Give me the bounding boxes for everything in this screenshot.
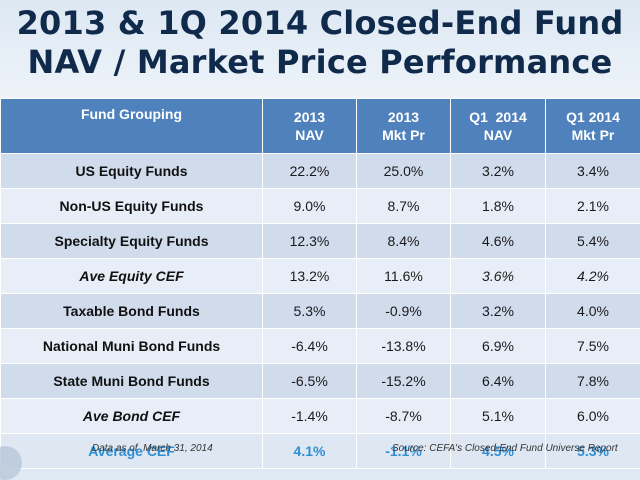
cell-2013-mkt-pr: 25.0% [357,154,451,189]
table-header-row: Fund Grouping 2013 NAV 2013 Mkt Pr Q1 20… [1,99,640,154]
cell-2013-nav: 5.3% [263,294,357,329]
cell-q1-2014-nav: 3.2% [451,154,546,189]
header-2013-mkt-pr: 2013 Mkt Pr [357,99,451,154]
header-q1-2014-mkt-pr: Q1 2014 Mkt Pr [546,99,640,154]
cell-q1-2014-nav: 3.6% [451,259,546,294]
header-q1-2014-nav: Q1 2014 NAV [451,99,546,154]
cell-q1-2014-mkt-pr: 2.1% [546,189,640,224]
row-label: Ave Bond CEF [1,399,263,434]
cell-q1-2014-nav: 4.6% [451,224,546,259]
cell-q1-2014-mkt-pr: 7.5% [546,329,640,364]
cell-q1-2014-nav: 1.8% [451,189,546,224]
cell-2013-mkt-pr: 11.6% [357,259,451,294]
table-row: Non-US Equity Funds 9.0% 8.7% 1.8% 2.1% [1,189,640,224]
row-label: Ave Equity CEF [1,259,263,294]
cell-q1-2014-mkt-pr: 4.2% [546,259,640,294]
table-row: National Muni Bond Funds -6.4% -13.8% 6.… [1,329,640,364]
header-label: Q1 2014 [566,109,620,125]
cell-2013-mkt-pr: -15.2% [357,364,451,399]
table-row: State Muni Bond Funds -6.5% -15.2% 6.4% … [1,364,640,399]
row-label: US Equity Funds [1,154,263,189]
header-sublabel: NAV [295,127,324,143]
cell-q1-2014-mkt-pr: 3.4% [546,154,640,189]
row-label: Specialty Equity Funds [1,224,263,259]
header-sublabel: NAV [484,127,513,143]
table-row: US Equity Funds 22.2% 25.0% 3.2% 3.4% [1,154,640,189]
cell-2013-mkt-pr: 8.4% [357,224,451,259]
source-note: Source: CEFA's Closed-End Fund Universe … [392,443,618,454]
cell-2013-nav: 22.2% [263,154,357,189]
cell-2013-nav: 12.3% [263,224,357,259]
header-2013-nav: 2013 NAV [263,99,357,154]
cell-2013-nav: -6.5% [263,364,357,399]
cell-2013-nav: 9.0% [263,189,357,224]
header-sublabel: Mkt Pr [382,127,425,143]
cell-q1-2014-nav: 6.4% [451,364,546,399]
title-line-2: NAV / Market Price Performance [28,43,613,82]
cell-2013-mkt-pr: -13.8% [357,329,451,364]
header-label: 2013 [294,109,325,125]
cell-q1-2014-mkt-pr: 7.8% [546,364,640,399]
footer: Data as of March 31, 2014 Source: CEFA's… [0,440,640,458]
cell-2013-nav: 13.2% [263,259,357,294]
header-label: Q1 2014 [469,109,527,125]
table-row: Specialty Equity Funds 12.3% 8.4% 4.6% 5… [1,224,640,259]
cell-q1-2014-mkt-pr: 4.0% [546,294,640,329]
cell-q1-2014-nav: 5.1% [451,399,546,434]
cell-q1-2014-nav: 6.9% [451,329,546,364]
header-fund-grouping: Fund Grouping [1,99,263,154]
table-row-bond-average: Ave Bond CEF -1.4% -8.7% 5.1% 6.0% [1,399,640,434]
table-row: Taxable Bond Funds 5.3% -0.9% 3.2% 4.0% [1,294,640,329]
row-label: National Muni Bond Funds [1,329,263,364]
row-label: State Muni Bond Funds [1,364,263,399]
data-date-note: Data as of March 31, 2014 [92,443,213,454]
cell-2013-nav: -1.4% [263,399,357,434]
cell-2013-mkt-pr: -8.7% [357,399,451,434]
table-row-equity-average: Ave Equity CEF 13.2% 11.6% 3.6% 4.2% [1,259,640,294]
slide-title: 2013 & 1Q 2014 Closed-End Fund NAV / Mar… [0,0,640,86]
performance-table-container: Fund Grouping 2013 NAV 2013 Mkt Pr Q1 20… [0,98,640,440]
performance-table: Fund Grouping 2013 NAV 2013 Mkt Pr Q1 20… [0,98,640,469]
title-line-1: 2013 & 1Q 2014 Closed-End Fund [17,4,624,43]
row-label: Taxable Bond Funds [1,294,263,329]
cell-2013-mkt-pr: -0.9% [357,294,451,329]
row-label: Non-US Equity Funds [1,189,263,224]
header-label: Fund Grouping [81,106,182,122]
header-label: 2013 [388,109,419,125]
cell-q1-2014-mkt-pr: 5.4% [546,224,640,259]
cell-2013-nav: -6.4% [263,329,357,364]
cell-q1-2014-mkt-pr: 6.0% [546,399,640,434]
cell-q1-2014-nav: 3.2% [451,294,546,329]
header-sublabel: Mkt Pr [572,127,615,143]
cell-2013-mkt-pr: 8.7% [357,189,451,224]
